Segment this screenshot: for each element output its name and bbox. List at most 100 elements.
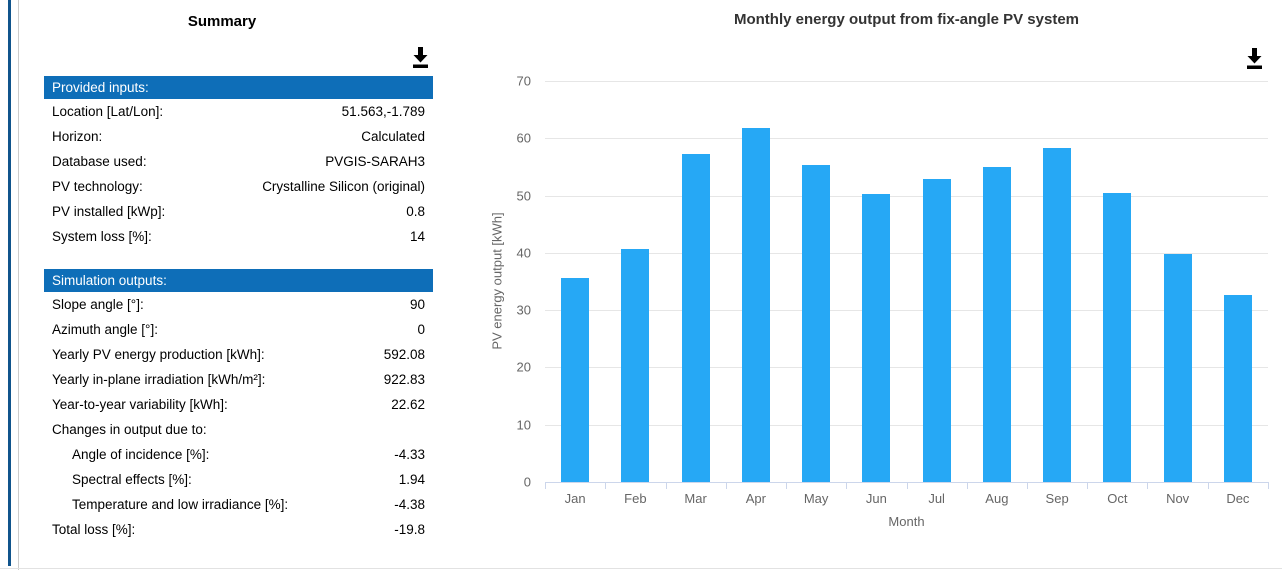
x-axis-tick — [785, 482, 787, 489]
table-row: Location [Lat/Lon]: 51.563,-1.789 — [44, 99, 433, 124]
bar-slot — [1027, 81, 1087, 482]
bar-slot — [846, 81, 906, 482]
table-row: Angle of incidence [%]: -4.33 — [44, 442, 433, 467]
summary-panel: Summary Provided inputs: Location [La — [10, 12, 434, 542]
table-row: PV installed [kWp]: 0.8 — [44, 199, 433, 224]
gridline — [545, 310, 1268, 312]
simulation-outputs-table: Simulation outputs: Slope angle [°]: 90 … — [44, 269, 433, 542]
table-row: Yearly PV energy production [kWh]: 592.0… — [44, 342, 433, 367]
y-tick-label: 60 — [516, 130, 531, 146]
bar-feb[interactable] — [621, 248, 650, 482]
x-tick-label: Aug — [985, 491, 1009, 506]
download-icon — [1242, 46, 1267, 72]
x-axis-tick — [906, 482, 908, 489]
y-tick-label: 50 — [516, 188, 531, 204]
row-label: Slope angle [°]: — [52, 297, 144, 312]
bar-sep[interactable] — [1043, 148, 1072, 482]
left-accent-border — [8, 0, 11, 566]
bar-slot — [726, 81, 786, 482]
table-row: Yearly in-plane irradiation [kWh/m²]: 92… — [44, 367, 433, 392]
row-label: Horizon: — [52, 129, 103, 144]
bar-oct[interactable] — [1103, 193, 1132, 482]
row-value: 1.94 — [398, 472, 425, 487]
bar-slot — [605, 81, 665, 482]
x-tick-labels: Jan Feb Mar Apr May Jun Jul Aug Sep Oct Nov Dec — [545, 491, 1268, 506]
summary-download-row — [44, 44, 433, 72]
chart-title: Monthly energy output from fix-angle PV … — [733, 11, 1080, 28]
row-value: -4.33 — [394, 447, 425, 462]
x-tick-label: Jul — [928, 491, 945, 506]
row-value: Calculated — [361, 129, 425, 144]
table-row: Horizon: Calculated — [44, 124, 433, 149]
table-row: Spectral effects [%]: 1.94 — [44, 467, 433, 492]
bar-jun[interactable] — [862, 193, 891, 482]
table-row: PV technology: Crystalline Silicon (orig… — [44, 174, 433, 199]
bar-may[interactable] — [802, 165, 831, 482]
bar-apr[interactable] — [741, 127, 770, 482]
y-tick-label: 0 — [523, 474, 531, 490]
x-axis-tick — [545, 482, 546, 489]
x-axis-tick — [605, 482, 607, 489]
bar-dec[interactable] — [1223, 295, 1252, 482]
row-label: PV installed [kWp]: — [52, 204, 166, 219]
x-tick-label: Jan — [564, 491, 586, 506]
summary-body: Provided inputs: Location [Lat/Lon]: 51.… — [44, 44, 433, 542]
bar-jul[interactable] — [922, 178, 951, 482]
bar-nov[interactable] — [1163, 254, 1192, 482]
summary-title: Summary — [187, 13, 257, 30]
bar-slot — [967, 81, 1027, 482]
row-label: Location [Lat/Lon]: — [52, 104, 164, 119]
row-label: Azimuth angle [°]: — [52, 322, 158, 337]
x-axis-ticks — [545, 482, 1269, 489]
bar-jan[interactable] — [561, 278, 590, 482]
y-tick-labels: 0 10 20 30 40 50 60 70 — [476, 74, 531, 490]
gridline — [545, 81, 1268, 82]
x-tick-label: May — [803, 491, 829, 506]
y-tick-label: 20 — [516, 359, 531, 375]
bottom-divider-line — [0, 568, 1282, 569]
y-tick-label: 70 — [516, 73, 531, 89]
left-divider-line — [18, 0, 19, 570]
x-tick-label: Sep — [1045, 491, 1069, 506]
gridline — [545, 367, 1268, 369]
x-axis-tick — [846, 482, 848, 489]
bar-aug[interactable] — [982, 166, 1011, 482]
table-row: Temperature and low irradiance [%]: -4.3… — [44, 492, 433, 517]
bar-slot — [786, 81, 846, 482]
x-axis-tick — [966, 482, 968, 489]
bar-slot — [1148, 81, 1208, 482]
table-row: Azimuth angle [°]: 0 — [44, 317, 433, 342]
row-value: 90 — [409, 297, 425, 312]
table-row: Database used: PVGIS-SARAH3 — [44, 149, 433, 174]
row-value: PVGIS-SARAH3 — [325, 154, 425, 169]
row-label: Changes in output due to: — [52, 422, 207, 437]
row-value: 0.8 — [406, 204, 425, 219]
row-value: -19.8 — [394, 522, 425, 537]
y-tick-label: 10 — [516, 417, 531, 433]
x-axis-tick — [665, 482, 667, 489]
x-tick-label: Mar — [684, 491, 707, 506]
chart-download-button[interactable] — [1242, 46, 1267, 72]
gridline — [545, 138, 1268, 140]
x-axis-tick — [1027, 482, 1028, 489]
bar-slot — [666, 81, 726, 482]
row-label: Spectral effects [%]: — [72, 472, 192, 487]
download-icon — [408, 45, 433, 71]
table-row: Changes in output due to: — [44, 417, 433, 442]
x-axis-tick — [1207, 482, 1209, 489]
summary-download-button[interactable] — [408, 45, 433, 71]
y-tick-label: 40 — [516, 245, 531, 261]
bar-slot — [1087, 81, 1147, 482]
x-axis-tick — [725, 482, 727, 489]
x-tick-label: Jun — [865, 491, 887, 506]
table-row: Total loss [%]: -19.8 — [44, 517, 433, 542]
table-row: Year-to-year variability [kWh]: 22.62 — [44, 392, 433, 417]
bar-mar[interactable] — [681, 154, 710, 482]
row-label: Temperature and low irradiance [%]: — [72, 497, 289, 512]
x-tick-label: Apr — [745, 491, 766, 506]
bar-slot — [907, 81, 967, 482]
x-axis-tick — [1087, 482, 1089, 489]
x-axis-tick — [1147, 482, 1149, 489]
y-tick-label: 30 — [516, 302, 531, 318]
